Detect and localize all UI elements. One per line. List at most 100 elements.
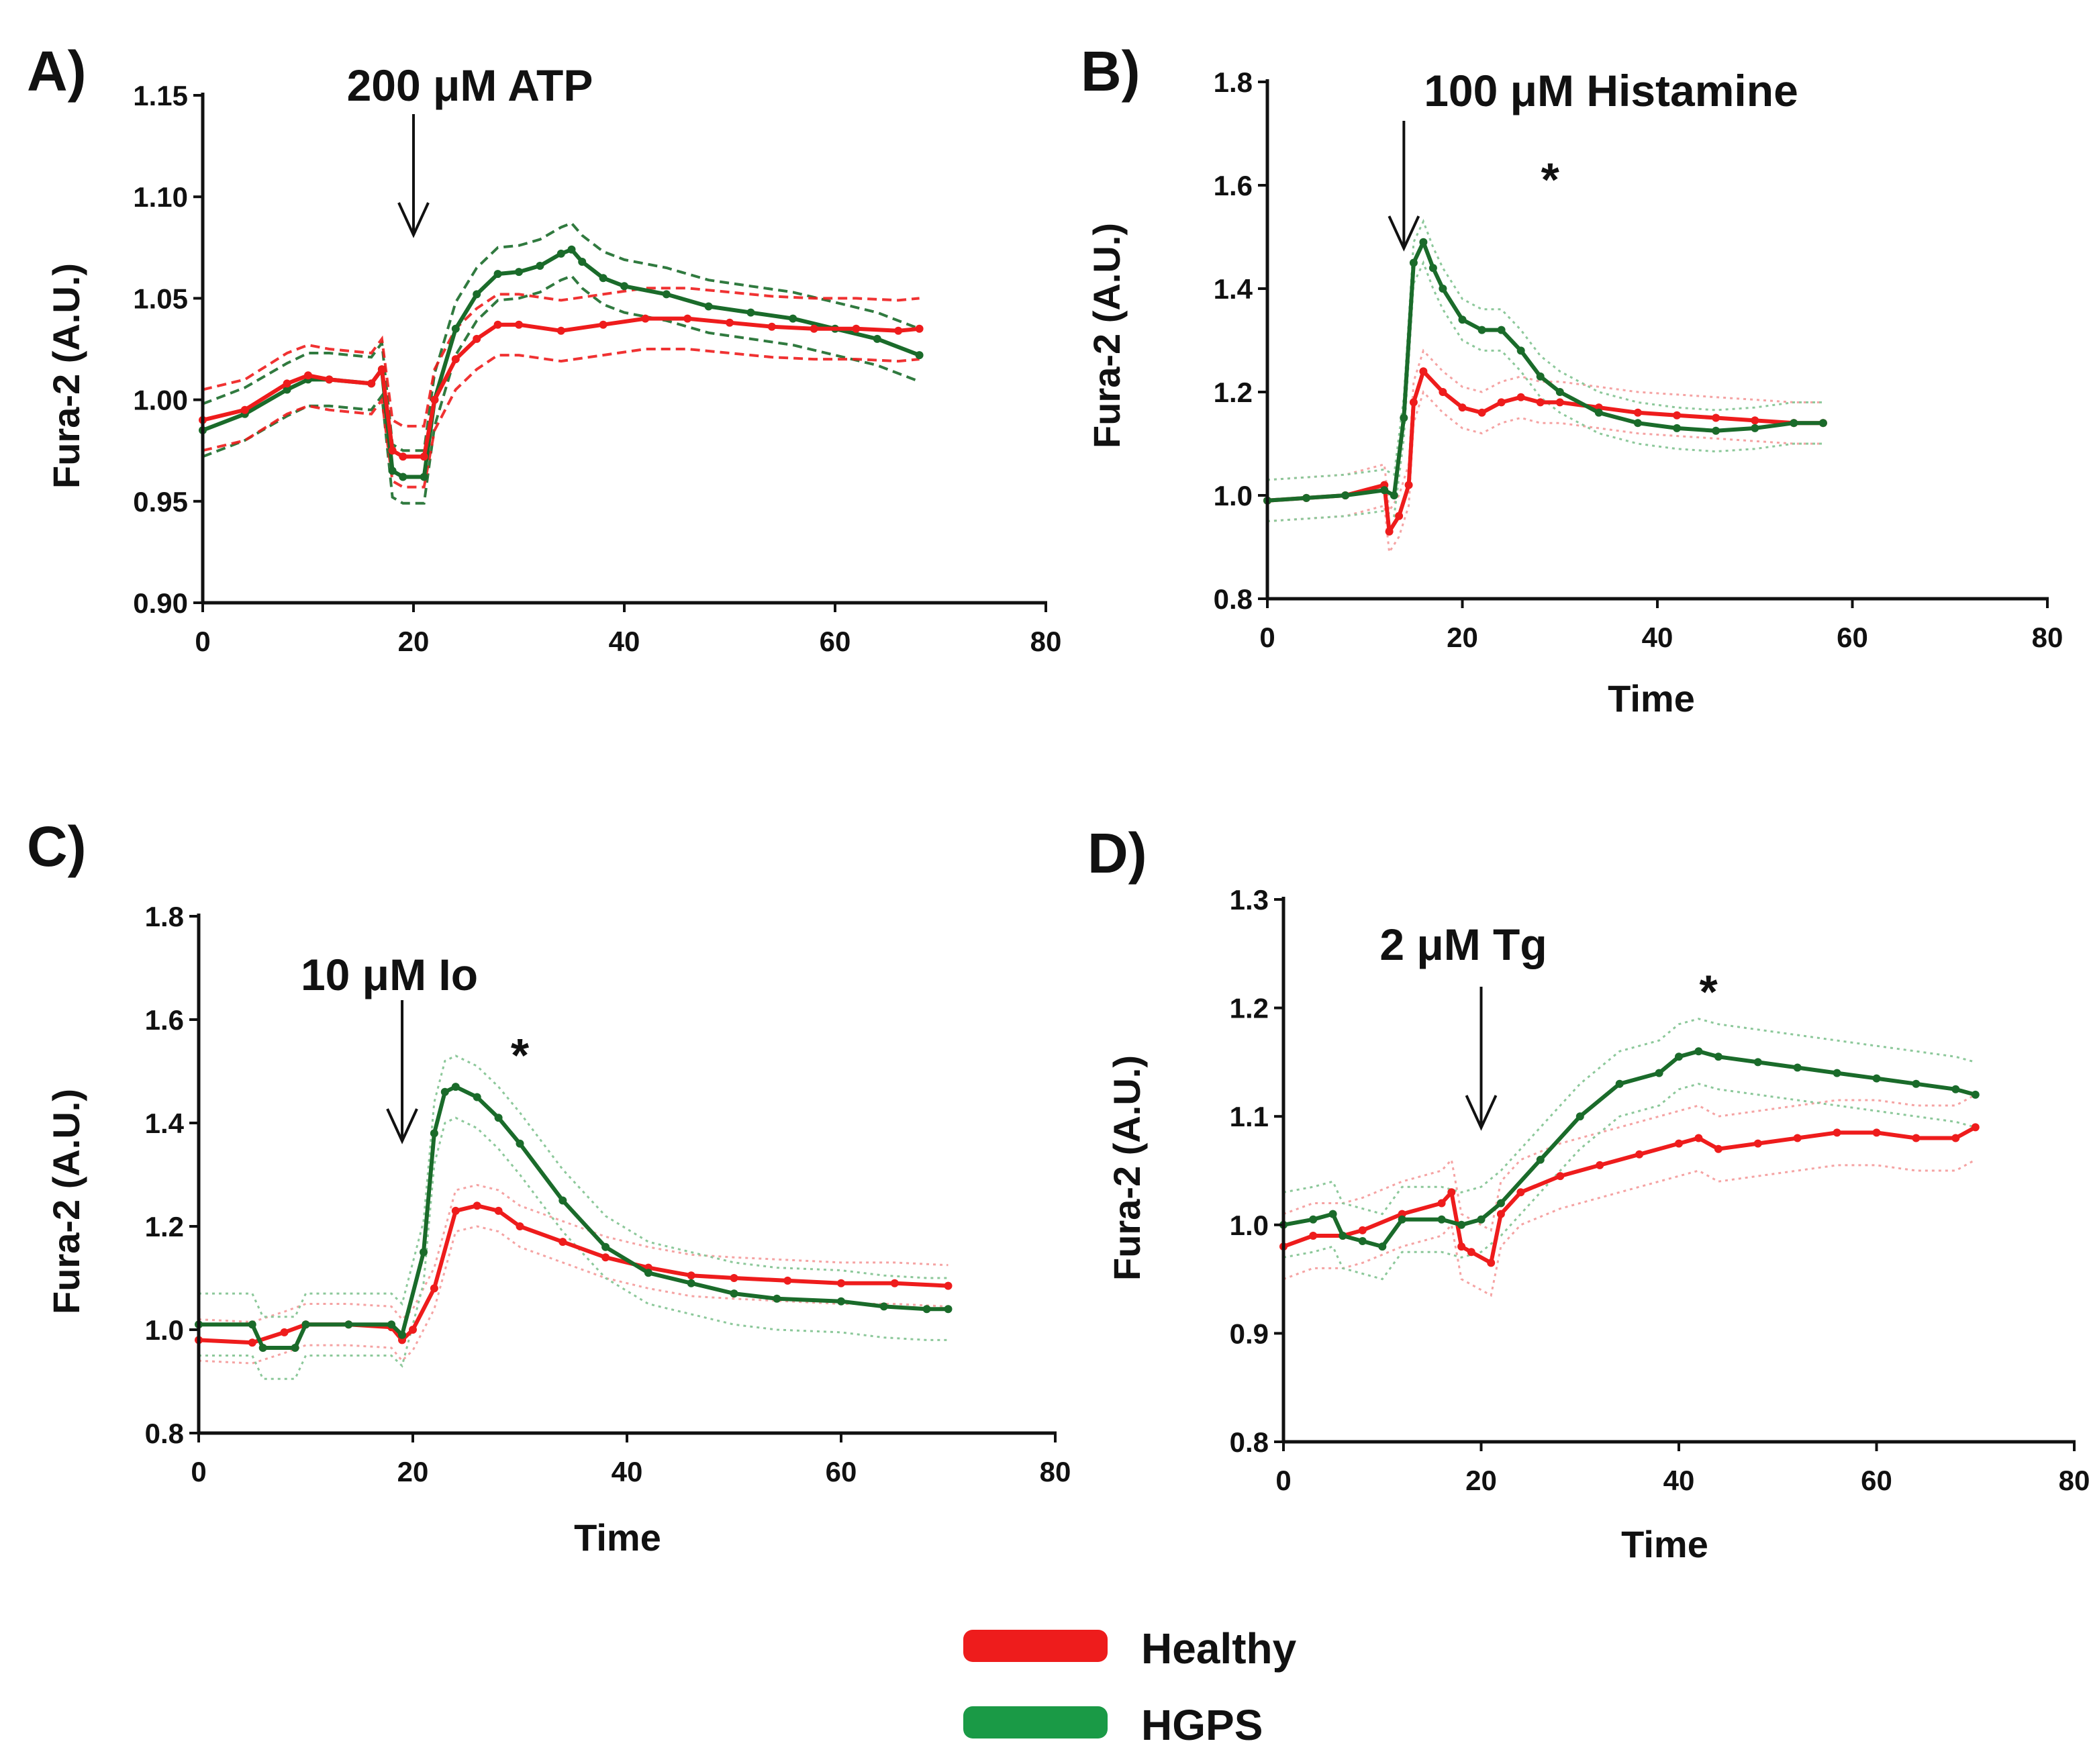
panel-b-healthy-point (1497, 398, 1506, 407)
panel-b-hgps-point (1712, 426, 1720, 435)
panel-a-healthy-point (515, 320, 523, 329)
panel-a-y-tick-label: 0.95 (133, 486, 188, 518)
panel-a-healthy-point (599, 320, 608, 329)
panel-d-axes (1281, 897, 2076, 1444)
panel-c-healthy-point (890, 1279, 899, 1287)
panel-b-y-tick-label: 1.2 (1214, 377, 1253, 408)
panel-b-healthy-point (1409, 398, 1418, 407)
panel-c-y-tick-label: 1.0 (145, 1314, 184, 1346)
panel-a-hgps-point (556, 249, 565, 258)
panel-d-healthy-point (1447, 1188, 1456, 1197)
panel-a-x-tick-label: 60 (820, 626, 851, 657)
panel-b-x-tick-label: 40 (1642, 622, 1673, 653)
legend-swatch-hgps (963, 1706, 1108, 1738)
panel-b-axes (1265, 79, 2049, 601)
panel-b-healthy-line (1267, 369, 1823, 534)
panel-a-hgps-point (704, 302, 713, 311)
panel-a-healthy-point (915, 324, 924, 333)
panel-c-hgps-point (440, 1087, 449, 1096)
panel-d-hgps-point (1655, 1069, 1663, 1077)
panel-d-healthy-point (1872, 1128, 1881, 1137)
panel-c-hgps-point (601, 1242, 610, 1251)
panel-d-hgps-point (1872, 1074, 1881, 1083)
panel-a-healthy-band-upper (202, 287, 920, 428)
panel-b-hgps-point (1428, 264, 1437, 273)
panel-d-hgps-point (1615, 1079, 1624, 1088)
panel-b-hgps-point (1380, 486, 1389, 495)
panel-a-healthy-point (767, 322, 776, 331)
panel-b-hgps-band-lower (1267, 260, 1823, 522)
panel-d-hgps-point (1714, 1052, 1722, 1061)
panel-a-y-tick-label: 1.15 (133, 80, 188, 111)
panel-c-y-tick-label: 1.6 (145, 1004, 184, 1036)
panel-d-hgps-line (1283, 1049, 1976, 1249)
panel-c-hgps-point (644, 1269, 652, 1277)
panel-a-healthy-point (473, 334, 481, 343)
panel-c-hgps-point (387, 1320, 396, 1329)
panel-b-hgps-point (1555, 388, 1564, 396)
panel-a-y-axis-title: Fura-2 (A.U.) (45, 263, 87, 489)
panel-d-healthy-point (1358, 1226, 1367, 1234)
panel-a-healthy-point (556, 326, 565, 335)
panel-d-series-lines (1279, 1047, 1980, 1267)
panel-a-x-tick-label: 20 (398, 626, 430, 657)
panel-b: B) 100 μM Histamine Fura-2 (A.U.) Time *… (1081, 40, 2063, 720)
panel-b-x-tick-label: 80 (2032, 622, 2063, 653)
panel-d-healthy-point (1912, 1134, 1921, 1142)
panel-c-stimulus-arrow-head (386, 1108, 418, 1144)
panel-d-x-tick-label: 20 (1465, 1465, 1497, 1496)
panel-a-hgps-point (451, 324, 460, 333)
panel-c-hgps-point (420, 1248, 428, 1257)
panel-c-x-tick-label: 20 (397, 1456, 429, 1487)
panel-c-y-tick-label: 1.8 (145, 901, 184, 932)
panel-d-label: D) (1087, 822, 1147, 885)
panel-c: C) 10 μM Io Fura-2 (A.U.) Time * 0.8 1.0 1… (27, 815, 1071, 1559)
panel-a-healthy-point (304, 371, 312, 380)
panel-c-healthy-point (516, 1222, 524, 1230)
panel-b-hgps-point (1497, 326, 1506, 334)
panel-d-healthy-point (1467, 1248, 1475, 1257)
panel-c-healthy-point (451, 1206, 460, 1215)
panel-b-hgps-point (1594, 408, 1603, 417)
panel-c-hgps-point (451, 1083, 460, 1091)
panel-d-y-tick-label: 0.9 (1230, 1318, 1269, 1349)
panel-b-hgps-point (1790, 419, 1798, 428)
panel-d-x-tick-label: 0 (1275, 1465, 1291, 1496)
panel-d-healthy-point (1675, 1139, 1683, 1148)
panel-a-hgps-point (599, 274, 608, 283)
panel-c-x-tick-label: 60 (826, 1456, 857, 1487)
panel-c-hgps-point (473, 1093, 481, 1101)
panel-b-hgps-point (1751, 424, 1759, 432)
panel-c-healthy-point (687, 1271, 695, 1280)
panel-a: A) 200 μM ATP Fura-2 (A.U.) 0.90 0.95 1.00… (27, 40, 1061, 657)
panel-d-hgps-point (1951, 1085, 1960, 1093)
panel-d-healthy-point (1753, 1139, 1762, 1148)
panel-a-healthy-line (202, 316, 920, 459)
panel-d-hgps-point (1398, 1215, 1406, 1224)
panel-b-hgps-point (1409, 258, 1418, 267)
panel-a-error-bands (202, 222, 920, 505)
panel-b-healthy-point (1385, 527, 1394, 536)
panel-d-healthy-point (1556, 1172, 1565, 1181)
panel-d-healthy-point (1457, 1242, 1466, 1251)
panel-a-healthy-point (367, 379, 376, 388)
panel-b-hgps-point (1673, 424, 1682, 432)
panel-b-healthy-point (1712, 413, 1720, 422)
panel-b-healthy-point (1536, 398, 1545, 407)
panel-a-hgps-band-upper (202, 222, 920, 452)
panel-c-hgps-point (516, 1139, 524, 1148)
panel-d-stimulus-label: 2 μM Tg (1379, 920, 1547, 969)
panel-b-healthy-band-lower (1267, 390, 1823, 556)
panel-a-hgps-point (399, 473, 407, 481)
panel-d: D) 2 μM Tg Fura-2 (A.U.) Time * 0.8 0.9 1.… (1087, 822, 2089, 1565)
panel-b-hgps-point (1390, 491, 1398, 499)
panel-a-stimulus-label: 200 μM ATP (347, 60, 593, 110)
panel-b-hgps-point (1536, 372, 1545, 381)
panel-a-stimulus-arrow-head (397, 202, 430, 238)
panel-b-hgps-point (1477, 326, 1486, 334)
panel-a-hgps-point (789, 314, 797, 323)
panel-a-y-tick-label: 0.90 (133, 587, 188, 619)
panel-c-hgps-point (730, 1289, 738, 1298)
panel-c-healthy-point (430, 1284, 438, 1293)
panel-b-hgps-point (1400, 413, 1408, 422)
